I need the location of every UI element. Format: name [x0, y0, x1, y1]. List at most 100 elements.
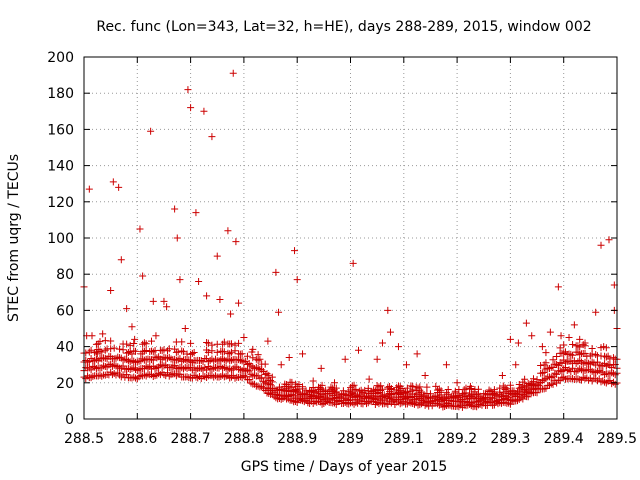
data-point [277, 361, 285, 369]
data-point [227, 310, 235, 318]
band-point [164, 354, 172, 362]
band-point [107, 337, 115, 345]
data-point [139, 272, 147, 280]
data-point [354, 346, 362, 354]
band-point [178, 347, 186, 355]
x-tick-label: 289.1 [384, 431, 424, 447]
band-point [148, 337, 156, 345]
band-point [142, 340, 150, 348]
band-point [442, 395, 450, 403]
data-point [386, 328, 394, 336]
band-point [245, 367, 253, 375]
band-point [174, 364, 182, 372]
band-point [261, 370, 269, 378]
band-point [194, 374, 202, 382]
band-point [220, 348, 228, 356]
band-point [606, 376, 614, 384]
data-point [229, 69, 237, 77]
band-point [267, 377, 275, 384]
band-point [135, 365, 143, 373]
band-point [149, 372, 157, 380]
band-point [579, 373, 587, 381]
band-point [538, 369, 546, 377]
band-point [208, 341, 216, 349]
data-point [107, 286, 115, 294]
band-point [130, 340, 138, 348]
band-point [227, 366, 235, 374]
data-point [600, 343, 608, 351]
band-point [540, 368, 548, 376]
band-point [547, 373, 555, 381]
data-point [208, 133, 216, 141]
data-point [293, 276, 301, 284]
x-tick-label: 289.3 [490, 431, 530, 447]
band-point [339, 387, 347, 395]
band-point [114, 353, 122, 361]
band-point [553, 370, 561, 378]
band-point [451, 387, 459, 395]
band-point [243, 352, 251, 360]
band-point [551, 369, 559, 377]
y-tick-label: 80 [56, 267, 74, 283]
band-point [501, 384, 509, 392]
band-point [581, 358, 589, 366]
y-tick-label: 0 [65, 412, 74, 428]
band-point [542, 349, 550, 357]
band-point [387, 384, 395, 392]
data-point [576, 335, 584, 343]
data-point [115, 183, 123, 191]
band-point [611, 371, 619, 379]
band-point [542, 365, 550, 373]
band-point [256, 365, 264, 373]
band-point [593, 367, 601, 375]
band-point [261, 379, 269, 387]
data-point [565, 334, 573, 342]
band-point [110, 370, 118, 378]
band-point [85, 348, 93, 356]
band-point [98, 348, 106, 356]
band-point [549, 356, 557, 364]
data-point [522, 319, 530, 327]
y-tick-label: 160 [47, 122, 74, 138]
band-point [416, 383, 424, 391]
data-point [88, 332, 96, 340]
data-point [123, 305, 131, 313]
band-point [197, 365, 205, 373]
data-point [605, 236, 613, 244]
band-point [586, 366, 594, 374]
x-tick-label: 288.8 [224, 431, 264, 447]
band-point [236, 356, 244, 364]
band-point [151, 372, 159, 380]
band-point [92, 340, 100, 348]
band-point [537, 362, 545, 370]
band-point [133, 366, 141, 374]
band-point [203, 338, 211, 346]
band-point [347, 384, 354, 392]
band-point [611, 380, 619, 388]
band-point [192, 373, 200, 381]
band-point [474, 385, 482, 393]
band-point [101, 354, 109, 362]
band-point [435, 385, 443, 393]
band-point [576, 365, 584, 373]
band-point [345, 388, 353, 396]
band-point [254, 382, 262, 390]
band-point [295, 380, 303, 388]
band-point [220, 356, 228, 364]
data-point [195, 277, 203, 285]
band-point [84, 358, 92, 366]
data-point [85, 185, 93, 193]
band-point [259, 377, 267, 385]
band-point [561, 359, 569, 367]
band-point [149, 348, 157, 356]
data-point [147, 127, 155, 135]
data-point [538, 343, 546, 351]
band-point [441, 403, 449, 411]
band-point [506, 381, 514, 389]
band-point [581, 375, 589, 383]
band-point [355, 387, 363, 395]
band-point [148, 347, 156, 355]
band-point [222, 372, 230, 380]
data-point [442, 361, 450, 369]
band-point [549, 380, 557, 388]
